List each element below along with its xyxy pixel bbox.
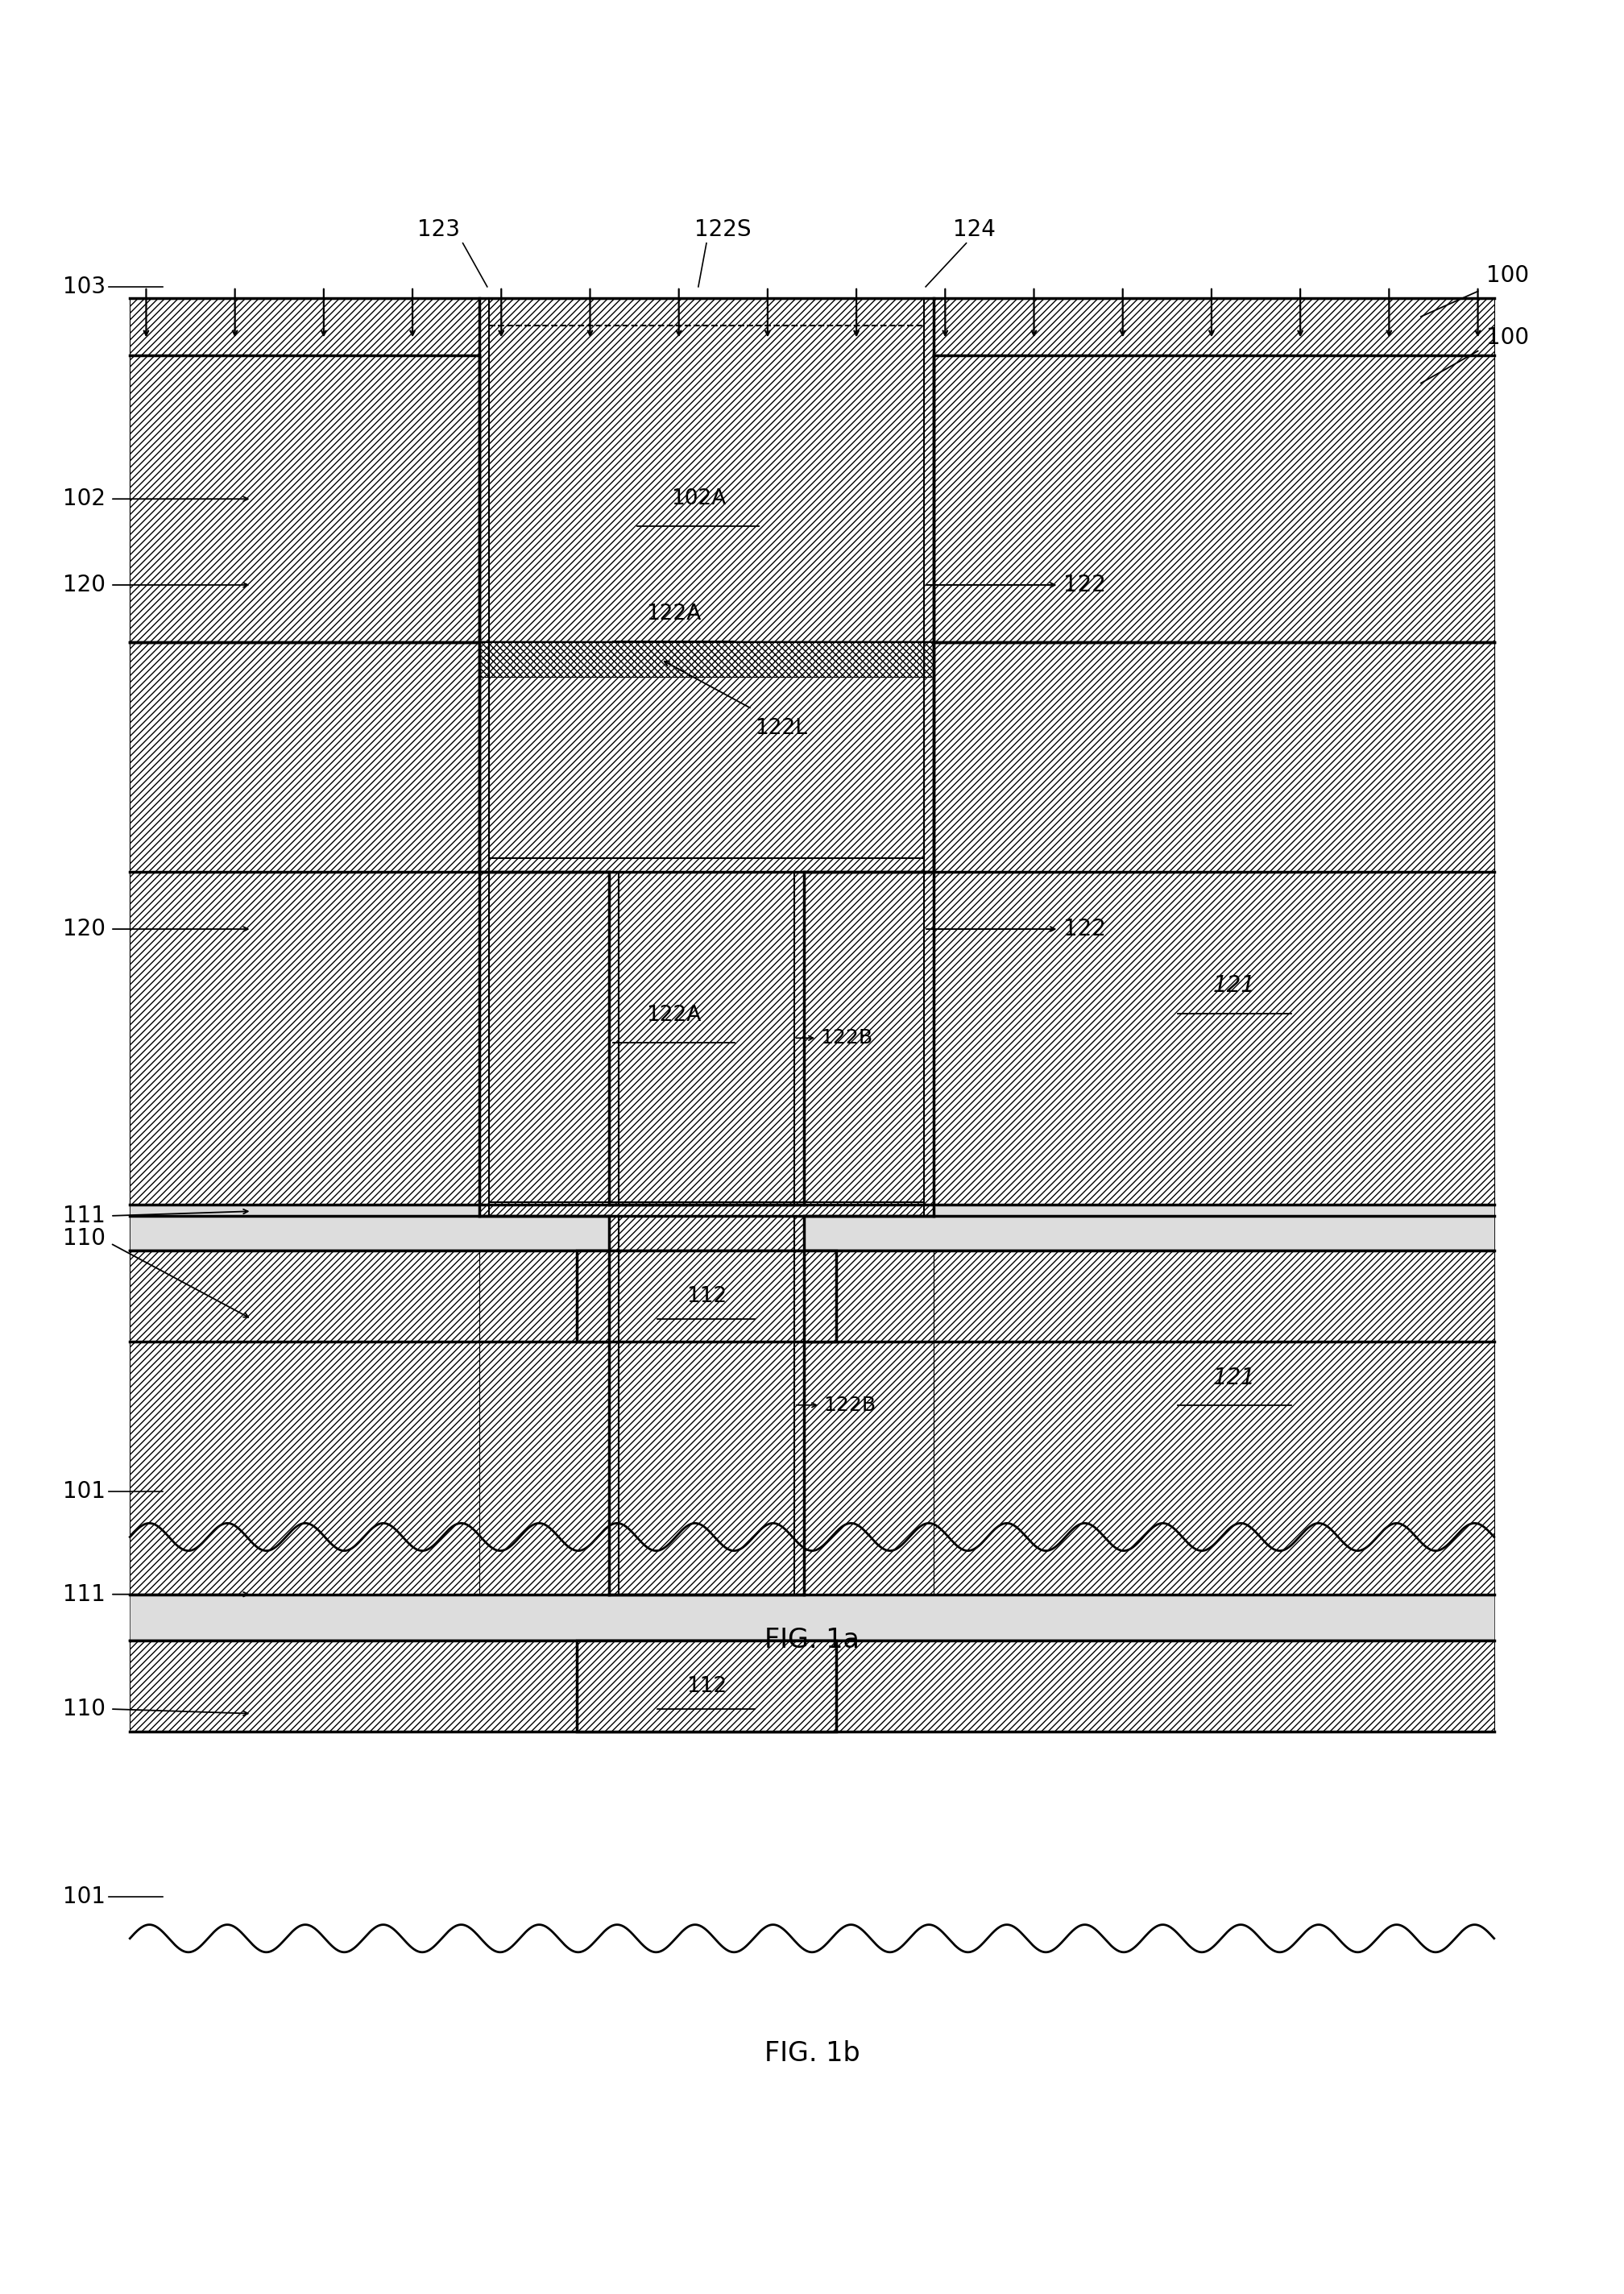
Bar: [934, 298, 1494, 872]
Text: 122B: 122B: [823, 1395, 875, 1415]
Text: 121: 121: [1213, 975, 1255, 998]
Bar: [609, 1216, 804, 1594]
Text: 122A: 122A: [646, 1005, 702, 1025]
Bar: [130, 642, 479, 1216]
Bar: [577, 1250, 836, 1342]
Text: 112: 112: [687, 1675, 726, 1698]
Text: 122S: 122S: [695, 218, 750, 241]
Text: 103: 103: [63, 275, 106, 298]
Bar: [130, 298, 479, 872]
Bar: [130, 1216, 609, 1594]
Bar: [609, 872, 804, 1204]
Text: 120: 120: [63, 574, 106, 596]
Text: 100: 100: [1486, 264, 1528, 287]
Bar: [577, 1640, 836, 1732]
Text: 122: 122: [1064, 574, 1106, 596]
Text: 100: 100: [1486, 326, 1528, 349]
Text: 101: 101: [63, 1886, 106, 1909]
Bar: [130, 1250, 1494, 1342]
Bar: [479, 298, 934, 872]
Text: 102A: 102A: [671, 489, 726, 509]
Bar: [804, 872, 934, 1204]
Text: FIG. 1b: FIG. 1b: [765, 2039, 859, 2067]
Text: 111: 111: [63, 1204, 106, 1227]
Text: 102: 102: [63, 489, 106, 509]
Text: 124: 124: [953, 218, 996, 241]
Text: 101: 101: [63, 1480, 106, 1503]
Bar: [934, 356, 1494, 642]
Bar: [130, 1594, 1494, 1640]
Bar: [130, 356, 479, 642]
Text: 123: 123: [417, 218, 460, 241]
Text: 122: 122: [1064, 918, 1106, 941]
Text: 122A: 122A: [646, 603, 702, 624]
Text: 110: 110: [63, 1698, 106, 1720]
Bar: [577, 1250, 836, 1342]
Text: 111: 111: [63, 1583, 106, 1606]
Bar: [934, 872, 1494, 1204]
Text: 112: 112: [687, 1285, 726, 1308]
Bar: [804, 1216, 934, 1594]
Bar: [130, 1640, 1494, 1732]
Bar: [479, 642, 934, 1216]
Text: 110: 110: [63, 1227, 106, 1250]
Text: 122L: 122L: [755, 718, 807, 739]
Text: 122B: 122B: [820, 1028, 872, 1048]
Bar: [577, 1640, 836, 1732]
Bar: [934, 1216, 1494, 1594]
Bar: [934, 642, 1494, 1216]
Text: FIG. 1a: FIG. 1a: [765, 1626, 859, 1654]
Text: 120: 120: [63, 918, 106, 941]
Text: 121: 121: [1213, 1367, 1255, 1390]
Bar: [479, 642, 934, 677]
Bar: [130, 1204, 1494, 1250]
Bar: [130, 872, 609, 1204]
Bar: [479, 1216, 609, 1594]
Bar: [479, 872, 609, 1204]
